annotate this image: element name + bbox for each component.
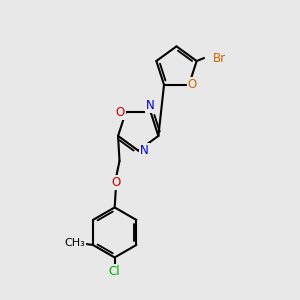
Text: Cl: Cl [109,265,121,278]
Text: O: O [111,176,121,189]
Text: N: N [140,144,149,157]
Text: CH₃: CH₃ [64,238,85,248]
Text: O: O [116,106,125,119]
Text: N: N [146,99,155,112]
Text: Br: Br [213,52,226,64]
Text: O: O [188,78,197,91]
